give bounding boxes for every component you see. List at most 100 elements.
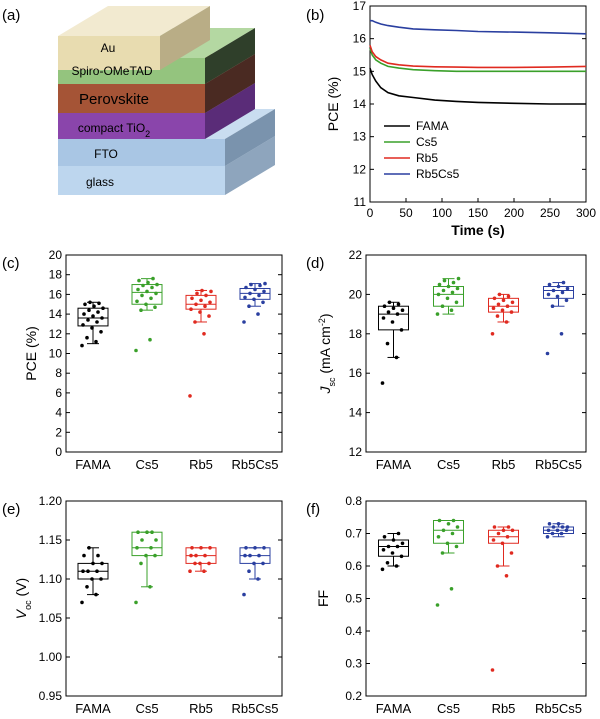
data-point — [387, 300, 392, 305]
y-axis-label: Voc (V) — [13, 578, 33, 619]
y-tick-label: 14 — [49, 307, 63, 321]
layer-side-face — [225, 136, 275, 195]
panel-label-f: (f) — [306, 501, 320, 518]
y-tick-label: 12 — [349, 445, 363, 459]
data-point — [244, 285, 248, 290]
data-point — [506, 294, 511, 299]
data-point — [440, 551, 445, 555]
data-point — [564, 528, 569, 533]
y-tick-label: 0.6 — [345, 559, 362, 573]
data-point — [495, 564, 500, 568]
data-point — [189, 307, 193, 312]
data-point — [550, 531, 555, 536]
data-point — [445, 541, 450, 546]
data-point — [492, 296, 497, 301]
data-point — [380, 567, 385, 572]
x-tick-label: 50 — [399, 206, 413, 220]
y-tick-label: 15 — [353, 64, 367, 78]
y-tick-label: 0.3 — [345, 657, 362, 671]
data-point — [140, 293, 144, 298]
data-point — [90, 577, 94, 581]
data-point — [243, 553, 247, 558]
x-category-label: Cs5 — [135, 457, 158, 472]
data-point — [551, 288, 556, 293]
plot-frame — [65, 500, 283, 697]
layer-side-face — [205, 83, 255, 139]
data-point — [495, 314, 500, 318]
y-tick-label: 12 — [49, 327, 63, 341]
series-line-rb5cs5 — [370, 19, 587, 35]
x-tick-label: 250 — [540, 206, 560, 220]
panel-label-d: (d) — [306, 255, 324, 272]
data-point — [153, 305, 157, 310]
data-point — [491, 538, 496, 542]
data-point — [451, 518, 456, 523]
data-point — [262, 289, 266, 294]
data-point — [202, 569, 206, 573]
device-stack-diagram: Au Spiro-OMeTAD Perovskite compact TiO2 FTO g… — [58, 6, 275, 195]
data-point — [253, 287, 257, 292]
data-point — [207, 561, 211, 566]
data-point — [435, 603, 440, 607]
data-point — [445, 296, 450, 301]
data-point — [555, 294, 560, 299]
layer-front-face — [58, 36, 160, 70]
y-tick-label: 11 — [354, 195, 367, 209]
data-point — [139, 561, 143, 566]
data-point — [496, 531, 501, 536]
y-axis-label: FF — [315, 590, 331, 607]
y-axis-label-symbol: V — [13, 608, 29, 619]
data-point — [547, 282, 552, 287]
data-point — [263, 281, 267, 286]
data-point — [257, 553, 261, 558]
panel-label-e: (e) — [2, 501, 20, 518]
data-point — [500, 541, 505, 546]
data-point — [386, 310, 391, 314]
data-point — [243, 295, 247, 300]
y-axis-label-subscript: oc — [23, 600, 33, 610]
panel-label-b: (b) — [306, 7, 324, 24]
layer-front-face — [58, 139, 225, 166]
data-point — [204, 293, 208, 298]
data-point — [510, 300, 515, 305]
data-point — [490, 332, 495, 336]
data-point — [193, 320, 197, 324]
layer-side-face — [205, 54, 255, 113]
data-point — [209, 289, 213, 294]
data-point — [195, 291, 199, 296]
data-point — [400, 308, 405, 313]
data-point — [555, 528, 560, 533]
data-point — [261, 561, 265, 566]
data-point — [92, 304, 96, 309]
data-point — [509, 310, 514, 314]
y-axis-label-subscript: sc — [327, 377, 337, 387]
legend-label: FAMA — [416, 119, 449, 133]
data-point — [505, 535, 510, 539]
x-category-label: Rb5Cs5 — [232, 701, 279, 716]
data-point — [150, 530, 154, 534]
data-point — [490, 668, 495, 672]
y-tick-label: 2 — [55, 425, 62, 439]
data-point — [395, 544, 400, 549]
data-point — [395, 312, 400, 316]
x-category-label: Rb5Cs5 — [232, 457, 279, 472]
data-point — [155, 282, 159, 287]
data-point — [441, 528, 446, 533]
data-point — [446, 284, 451, 289]
y-tick-label: 20 — [349, 287, 363, 301]
y-tick-label: 13 — [353, 130, 367, 144]
data-point — [545, 351, 550, 356]
x-category-label: Cs5 — [437, 701, 460, 716]
x-category-label: Rb5 — [492, 457, 516, 472]
data-point — [450, 531, 455, 536]
data-point — [150, 285, 154, 290]
data-point — [151, 276, 155, 281]
data-point — [400, 541, 405, 546]
data-point — [546, 528, 551, 533]
data-point — [100, 561, 104, 566]
data-point — [386, 544, 391, 549]
data-point — [91, 561, 95, 566]
layer-top-face — [58, 6, 210, 36]
box-iqr — [378, 305, 409, 331]
